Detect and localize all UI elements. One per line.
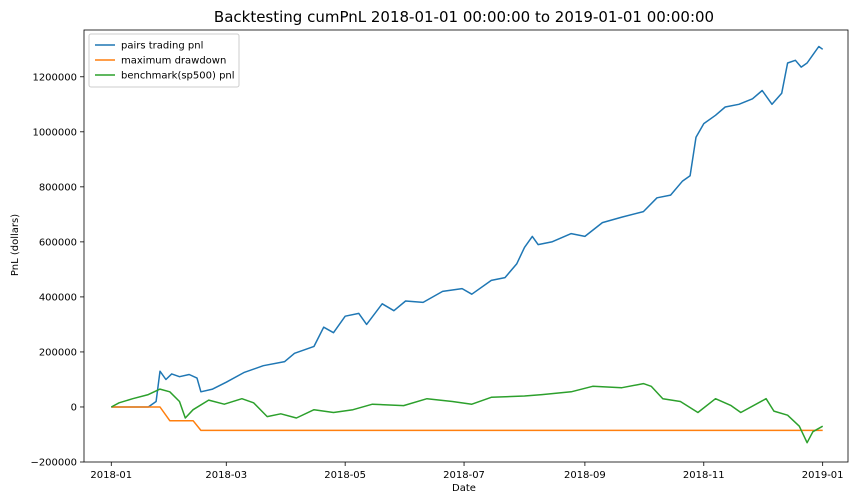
y-tick-label-0: −200000 bbox=[30, 458, 77, 469]
y-axis-label: PnL (dollars) bbox=[10, 214, 21, 276]
plot-frame bbox=[83, 29, 849, 463]
legend-frame bbox=[88, 33, 240, 88]
series-line-0 bbox=[111, 45, 824, 408]
y-tick-label-4: 600000 bbox=[39, 237, 77, 248]
y-axis: −200000 0 200000 400000 600000 800000 1000000 1… bbox=[30, 72, 84, 469]
x-tick-label-0: 2018-01 bbox=[90, 470, 132, 481]
series-line-2 bbox=[110, 382, 824, 444]
x-tick-label-3: 2018-07 bbox=[443, 470, 485, 481]
chart-title: Backtesting cumPnL 2018-01-01 00:00:00 t… bbox=[214, 8, 714, 26]
x-tick-label-5: 2018-11 bbox=[683, 470, 725, 481]
y-tick-label-5: 800000 bbox=[39, 182, 77, 193]
y-tick-label-1: 0 bbox=[71, 402, 77, 413]
y-tick-label-6: 1000000 bbox=[32, 127, 77, 138]
legend-label-0: pairs trading pnl bbox=[121, 41, 203, 52]
legend-label-1: maximum drawdown bbox=[121, 56, 226, 67]
x-tick-label-4: 2018-09 bbox=[564, 470, 606, 481]
legend: pairs trading pnl maximum drawdown benchma… bbox=[88, 33, 240, 88]
series-line-1 bbox=[111, 406, 823, 432]
x-tick-label-2: 2018-05 bbox=[324, 470, 366, 481]
y-tick-label-2: 200000 bbox=[39, 347, 77, 358]
x-axis-label: Date bbox=[452, 483, 476, 494]
x-axis: 2018-01 2018-03 2018-05 2018-07 2018-09 2018-… bbox=[90, 462, 844, 481]
x-tick-label-1: 2018-03 bbox=[205, 470, 247, 481]
plot-area bbox=[83, 29, 849, 463]
y-tick-label-3: 400000 bbox=[39, 292, 77, 303]
x-tick-label-6: 2019-01 bbox=[802, 470, 844, 481]
y-tick-label-7: 1200000 bbox=[32, 72, 77, 83]
legend-label-2: benchmark(sp500) pnl bbox=[121, 71, 235, 82]
